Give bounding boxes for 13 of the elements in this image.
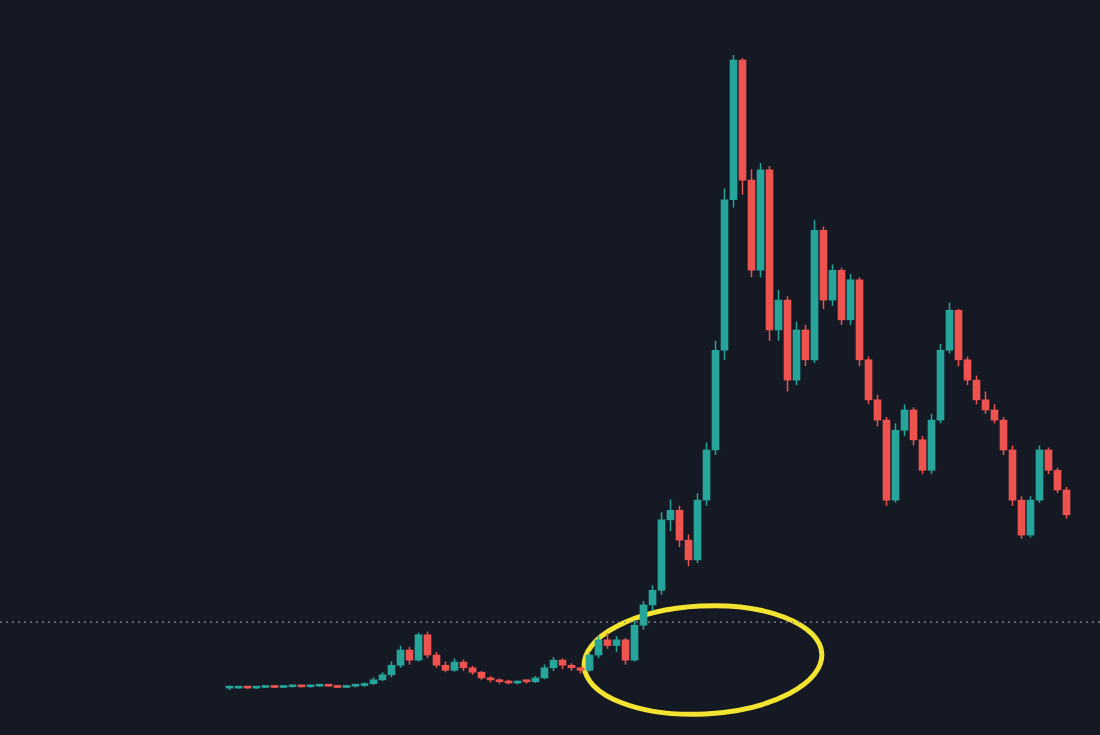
- candlestick: [666, 498, 675, 532]
- candlestick: [981, 390, 990, 415]
- candlestick: [648, 584, 657, 612]
- candlestick: [585, 651, 594, 673]
- candlestick: [1044, 446, 1053, 475]
- candlestick: [1053, 467, 1062, 494]
- candlestick: [972, 374, 981, 405]
- candlestick: [873, 393, 882, 428]
- candlestick: [396, 644, 405, 669]
- candlestick: [423, 630, 432, 659]
- candlestick: [684, 533, 693, 567]
- candlestick: [900, 403, 909, 437]
- candlestick: [963, 355, 972, 386]
